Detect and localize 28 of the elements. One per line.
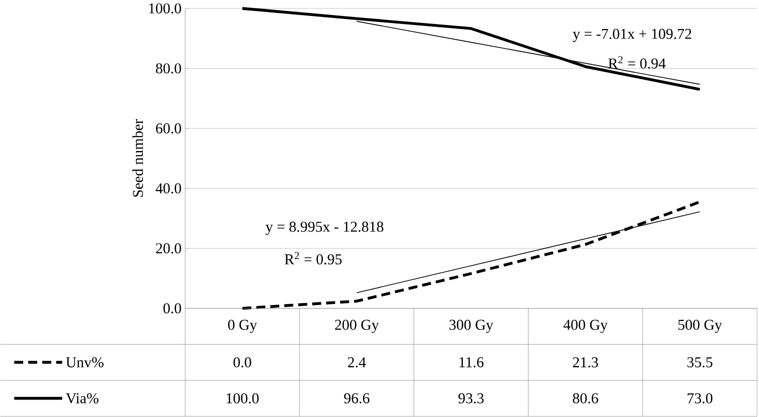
y-tick-label: 0.0	[163, 303, 182, 314]
annotation: R$^{2}$ = 0.94	[608, 56, 666, 69]
data-label: 100.0	[226, 393, 259, 404]
data-label: 35.5	[687, 358, 712, 368]
legend-label: Via%	[66, 393, 98, 404]
annotation: y = -7.01x + 109.72	[572, 29, 692, 42]
data-label: 80.6	[572, 393, 598, 404]
annotation: y = 8.995x - 12.818	[266, 222, 384, 236]
y-tick-label: 80.0	[156, 64, 182, 74]
x-tick-label: 400 Gy	[563, 320, 608, 334]
data-label: 0.0	[234, 357, 252, 368]
data-label: 21.3	[572, 358, 598, 368]
y-tick-label: 40.0	[156, 184, 182, 194]
data-label: 11.6	[460, 358, 484, 368]
x-tick-label: 0 Gy	[228, 320, 258, 334]
annotation: R$^{2}$ = 0.95	[284, 252, 342, 265]
data-label: 93.3	[458, 393, 484, 404]
legend-label: Unv%	[66, 357, 104, 368]
y-tick-label: 100.0	[149, 4, 182, 14]
y-axis-title: Seed number	[132, 119, 144, 197]
x-tick-label: 300 Gy	[450, 320, 494, 334]
data-label: 96.6	[344, 393, 370, 404]
y-tick-label: 60.0	[156, 124, 182, 134]
data-label: 2.4	[348, 358, 366, 368]
x-tick-label: 500 Gy	[678, 320, 722, 334]
y-tick-label: 20.0	[156, 244, 182, 254]
x-tick-label: 200 Gy	[335, 320, 379, 334]
data-label: 73.0	[688, 393, 712, 404]
